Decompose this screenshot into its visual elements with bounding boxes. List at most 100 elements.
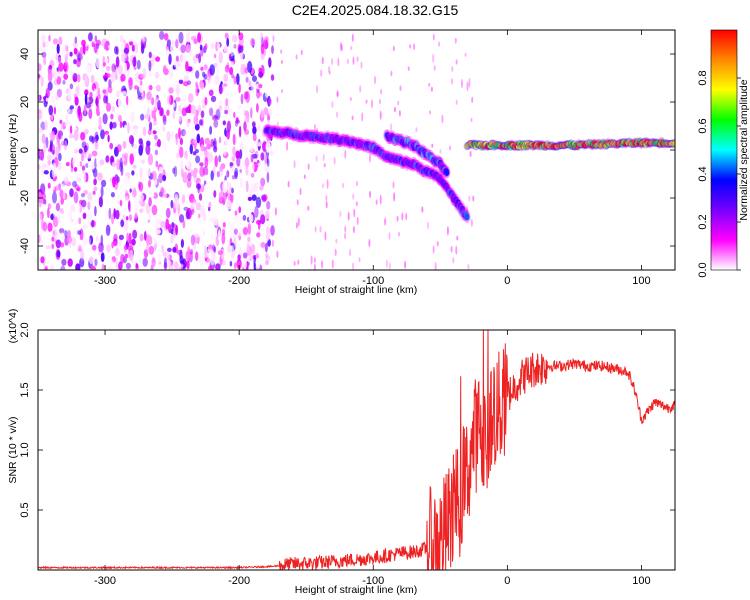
- noise-cell: [215, 263, 221, 270]
- noise-cell: [61, 46, 66, 59]
- noise-cell: [89, 91, 93, 98]
- noise-cell: [195, 85, 199, 97]
- noise-cell: [149, 192, 155, 198]
- noise-cell: [93, 178, 97, 186]
- noise-cell: [81, 150, 84, 162]
- noise-cell: [322, 183, 325, 189]
- noise-cell: [209, 217, 215, 223]
- noise-cell: [242, 252, 248, 259]
- noise-cell: [170, 235, 174, 244]
- noise-cell: [347, 211, 350, 221]
- noise-cell: [249, 251, 254, 262]
- noise-cell: [313, 257, 316, 263]
- noise-cell: [365, 99, 368, 104]
- noise-cell: [470, 117, 473, 123]
- noise-cell: [110, 192, 115, 198]
- noise-cell: [321, 56, 324, 65]
- noise-cell: [159, 119, 164, 130]
- noise-cell: [238, 248, 242, 255]
- noise-cell: [355, 201, 358, 207]
- snr-y-multiplier: (x10^4): [7, 309, 19, 344]
- noise-cell: [194, 231, 200, 238]
- noise-cell: [183, 54, 186, 60]
- noise-cell: [108, 44, 113, 50]
- snr-x-tick-label: -200: [228, 575, 250, 587]
- noise-cell: [185, 44, 192, 53]
- noise-cell: [45, 245, 51, 250]
- noise-cell: [446, 226, 449, 236]
- noise-cell: [84, 129, 89, 135]
- noise-cell: [156, 257, 162, 264]
- noise-cell: [243, 91, 249, 100]
- noise-cell: [238, 125, 242, 138]
- noise-cell: [116, 64, 120, 77]
- noise-cell: [226, 199, 232, 211]
- noise-cell: [179, 137, 183, 145]
- noise-cell: [379, 110, 382, 120]
- noise-cell: [92, 168, 96, 173]
- snr-series-line: [38, 330, 675, 570]
- noise-cell: [194, 148, 199, 154]
- spectrogram-y-tick-label: 0: [19, 147, 31, 153]
- noise-cell: [250, 153, 254, 163]
- noise-cell: [71, 221, 77, 227]
- noise-cell: [405, 212, 408, 221]
- noise-cell: [299, 187, 302, 196]
- noise-cell: [248, 122, 253, 132]
- noise-cell: [47, 222, 53, 232]
- noise-cell: [248, 214, 254, 223]
- noise-cell: [245, 76, 249, 83]
- noise-cell: [116, 176, 120, 183]
- noise-cell: [74, 96, 79, 106]
- noise-cell: [42, 41, 46, 48]
- noise-cell: [88, 235, 94, 245]
- noise-cell: [252, 114, 258, 123]
- noise-cell: [154, 149, 159, 156]
- noise-cell: [43, 54, 47, 66]
- noise-cell: [178, 79, 184, 85]
- noise-cell: [390, 70, 393, 77]
- noise-cell: [129, 153, 134, 165]
- noise-cell: [214, 155, 218, 168]
- noise-cell: [325, 201, 328, 209]
- noise-cell: [118, 261, 123, 270]
- noise-cell: [223, 147, 227, 156]
- noise-cell: [124, 195, 129, 202]
- noise-cell: [214, 103, 218, 111]
- noise-cell: [307, 163, 310, 170]
- spectrogram-x-tick-label: -200: [228, 275, 250, 287]
- noise-cell: [185, 106, 191, 114]
- noise-cell: [176, 152, 180, 159]
- noise-cell: [240, 93, 244, 105]
- noise-cell: [174, 197, 179, 209]
- noise-cell: [178, 31, 184, 44]
- noise-cell: [53, 60, 59, 65]
- noise-cell: [77, 230, 82, 235]
- noise-cell: [331, 259, 334, 269]
- noise-cell: [48, 34, 51, 42]
- noise-cell: [374, 75, 376, 85]
- snr-y-tick-label: 0.5: [19, 502, 31, 517]
- noise-cell: [409, 44, 412, 49]
- noise-cell: [40, 76, 44, 88]
- noise-cell: [168, 223, 172, 234]
- noise-cell: [151, 223, 156, 229]
- noise-cell: [100, 185, 104, 198]
- noise-cell: [466, 81, 469, 92]
- noise-cell: [148, 84, 153, 91]
- noise-cell: [203, 147, 208, 157]
- noise-cell: [191, 36, 197, 41]
- noise-cell: [72, 77, 77, 82]
- noise-cell: [218, 105, 223, 111]
- noise-cell: [242, 214, 247, 221]
- colorbar-tick-label: 0.4: [697, 166, 709, 181]
- noise-cell: [92, 190, 96, 195]
- noise-cell: [94, 158, 97, 169]
- noise-cell: [120, 42, 124, 54]
- noise-cell: [115, 56, 120, 68]
- noise-cell: [79, 161, 83, 167]
- noise-cell: [216, 171, 221, 178]
- noise-cell: [127, 106, 132, 114]
- noise-cell: [276, 250, 279, 258]
